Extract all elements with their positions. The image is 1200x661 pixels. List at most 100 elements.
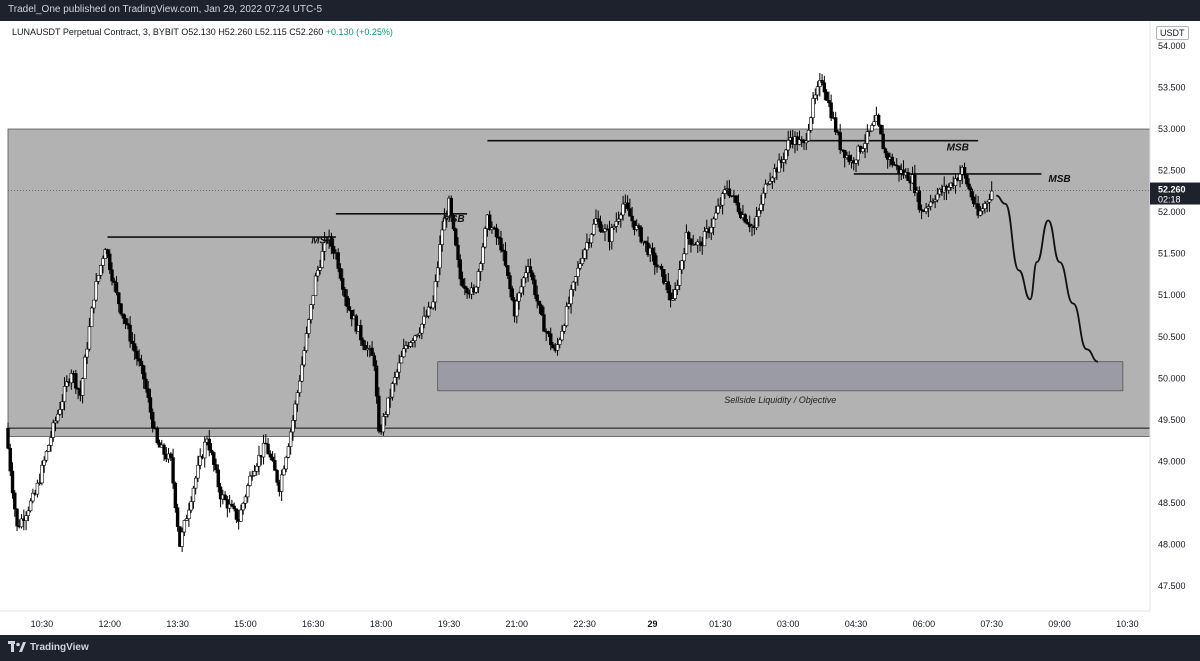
candle-body: [619, 214, 623, 220]
candle-body: [478, 263, 483, 272]
candle-body: [745, 221, 750, 225]
candle-body: [524, 272, 528, 279]
candle-body: [193, 477, 198, 489]
candle-body: [917, 190, 922, 210]
currency-button[interactable]: USDT: [1156, 26, 1189, 40]
candle-body: [62, 386, 67, 403]
y-tick-label: 50.000: [1158, 373, 1186, 383]
candle-body: [499, 237, 503, 251]
candle-body: [770, 177, 775, 182]
candle-body: [454, 228, 458, 246]
candle-body: [720, 193, 725, 206]
candle-body: [128, 324, 132, 342]
candle-body: [589, 234, 594, 244]
candle-body: [234, 508, 239, 520]
candle-body: [350, 309, 354, 320]
candle-body: [919, 209, 924, 211]
candle-body: [239, 509, 243, 522]
candles: [6, 73, 994, 553]
candle-body: [668, 292, 673, 301]
time-axis[interactable]: [0, 611, 1200, 635]
candle-body: [261, 442, 266, 458]
candle-body: [141, 365, 146, 380]
candle-body: [114, 282, 119, 294]
candle-body: [191, 487, 196, 502]
candle-body: [99, 265, 103, 276]
y-tick-label: 54.000: [1158, 41, 1186, 51]
candle-body: [248, 475, 252, 486]
candle-body: [876, 114, 881, 126]
candle-body: [533, 279, 537, 296]
candle-body: [616, 218, 621, 222]
y-tick-label: 51.000: [1158, 290, 1186, 300]
candle-body: [284, 456, 288, 470]
tradingview-logo: TradingView: [8, 641, 89, 653]
candle-body: [187, 509, 191, 519]
candle-body: [861, 148, 865, 152]
candle-body: [913, 174, 917, 194]
candle-body: [806, 129, 811, 142]
candle-body: [198, 455, 202, 466]
y-tick-label: 52.500: [1158, 166, 1186, 176]
candle-body: [797, 139, 802, 145]
candle-body: [112, 280, 116, 283]
candle-body: [519, 286, 524, 294]
candle-body: [404, 345, 408, 349]
candle-body: [804, 140, 808, 144]
candle-body: [644, 240, 648, 244]
msb-label: MSB: [1048, 174, 1070, 185]
candle-body: [354, 315, 358, 332]
candle-body: [711, 218, 716, 228]
candle-body: [947, 187, 951, 191]
candle-body: [528, 266, 533, 274]
candle-body: [320, 251, 325, 268]
candle-body: [614, 221, 619, 227]
candle-body: [171, 457, 175, 484]
candle-body: [813, 94, 818, 99]
candle-body: [392, 377, 397, 384]
candle-body: [411, 340, 415, 343]
candle-body: [863, 143, 867, 149]
candle-body: [953, 178, 958, 186]
candle-body: [92, 299, 96, 309]
candle-body: [108, 253, 112, 271]
candle-body: [139, 360, 144, 366]
candle-body: [173, 482, 178, 509]
legend-change: +0.130 (+0.25%): [325, 27, 393, 37]
candle-body: [549, 333, 553, 346]
candle-body: [298, 380, 302, 393]
candle-body: [562, 325, 567, 332]
candle-body: [69, 373, 74, 384]
candle-body: [130, 340, 135, 345]
candle-body: [331, 246, 336, 254]
candle-body: [517, 292, 521, 302]
candle-body: [110, 269, 114, 282]
candle-body: [65, 381, 69, 387]
candle-body: [456, 244, 460, 260]
candle-body: [743, 214, 747, 223]
candle-body: [962, 166, 967, 176]
candle-body: [503, 251, 508, 266]
candle-body: [628, 208, 632, 217]
candle-body: [931, 201, 935, 203]
price-axis[interactable]: [1150, 21, 1200, 611]
candle-body: [829, 102, 833, 119]
price-chart[interactable]: MSB MSB MSB MSB Sellside Liquidity / Objecti…: [0, 21, 1200, 635]
candle-body: [935, 193, 940, 201]
candle-body: [184, 518, 189, 521]
candle-body: [978, 210, 983, 216]
candle-body: [37, 482, 42, 485]
candle-body: [218, 486, 223, 500]
candle-body: [965, 174, 969, 185]
candle-body: [49, 437, 53, 446]
candle-body: [402, 348, 406, 358]
chart-frame[interactable]: MSB MSB MSB MSB Sellside Liquidity / Objecti…: [0, 21, 1200, 635]
candle-body: [89, 307, 94, 327]
candle-body: [60, 401, 64, 410]
candle-body: [47, 445, 51, 452]
candle-body: [338, 268, 343, 279]
candle-body: [316, 270, 320, 277]
candle-body: [777, 159, 781, 173]
candle-body: [275, 470, 279, 483]
candle-body: [13, 492, 17, 510]
